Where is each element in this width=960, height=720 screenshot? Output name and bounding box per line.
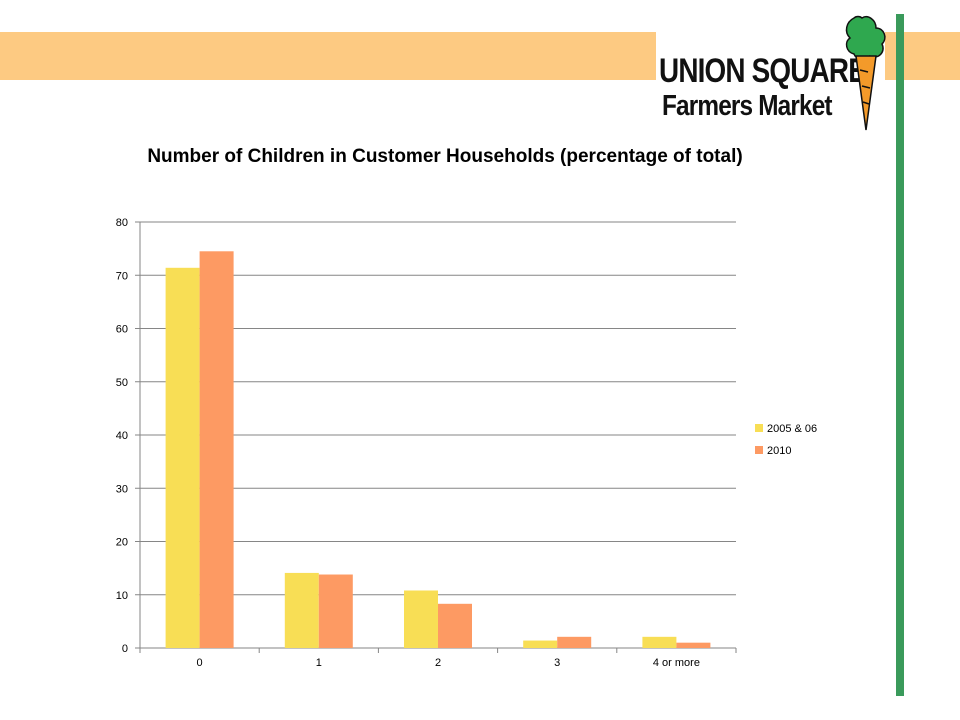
legend-swatch <box>755 424 763 432</box>
y-tick-label: 10 <box>116 590 128 602</box>
legend-swatch <box>755 446 763 454</box>
y-tick-label: 80 <box>116 217 128 229</box>
legend-label: 2005 & 06 <box>767 423 817 435</box>
bar-series-2 <box>438 603 472 648</box>
x-tick-label: 0 <box>197 657 203 669</box>
bar-series-1 <box>165 267 200 648</box>
x-tick-label: 2 <box>435 657 441 669</box>
logo-line-1: UNION SQUARE <box>659 52 867 90</box>
union-square-logo: UNION SQUARE Farmers Market <box>652 12 892 134</box>
bar-series-1 <box>404 590 438 648</box>
y-tick-label: 40 <box>116 430 128 442</box>
chart-title: Number of Children in Customer Household… <box>147 146 743 167</box>
y-tick-label: 50 <box>116 377 128 389</box>
header-band-left <box>0 32 656 80</box>
logo-line-2: Farmers Market <box>662 90 833 122</box>
x-tick-label: 1 <box>316 657 322 669</box>
x-tick-label: 3 <box>554 657 560 669</box>
y-tick-label: 60 <box>116 324 128 336</box>
vertical-accent-bar <box>896 14 904 696</box>
bar-series-1 <box>284 572 319 648</box>
y-tick-label: 70 <box>116 270 128 282</box>
carrot-icon <box>845 15 886 131</box>
bar-series-2 <box>199 251 234 648</box>
x-tick-label: 4 or more <box>653 657 700 669</box>
bar-series-1 <box>642 636 677 648</box>
y-tick-label: 0 <box>122 643 128 655</box>
legend-label: 2010 <box>767 445 791 457</box>
bar-series-1 <box>523 640 558 648</box>
y-tick-label: 20 <box>116 537 128 549</box>
bar-series-2 <box>318 574 353 648</box>
bar-series-2 <box>676 642 711 648</box>
y-tick-label: 30 <box>116 483 128 495</box>
bar-series-2 <box>557 636 592 648</box>
